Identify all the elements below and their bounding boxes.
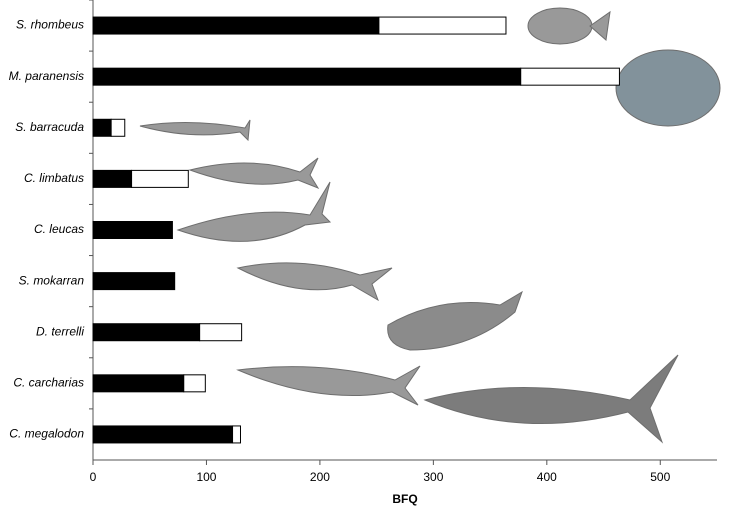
- bar-segment: [378, 16, 507, 35]
- y-tick-label: S. rhombeus: [16, 18, 84, 32]
- fish-illustration: [387, 290, 523, 351]
- y-tick-label: D. terrelli: [36, 324, 84, 338]
- fish-illustration: [423, 354, 679, 444]
- bar-segment: [92, 16, 380, 35]
- y-tick-label: S. barracuda: [15, 120, 84, 134]
- fish-illustration: [236, 365, 421, 406]
- x-tick-label: 0: [90, 470, 97, 484]
- y-tick-label: C. carcharias: [13, 376, 84, 390]
- x-tick-label: 300: [423, 470, 443, 484]
- fish-illustration: [527, 7, 593, 45]
- x-tick-label: 500: [650, 470, 670, 484]
- x-tick-label: 400: [537, 470, 557, 484]
- bar-segment: [92, 323, 201, 342]
- bar-segment: [92, 272, 176, 291]
- bar-segment: [92, 169, 133, 188]
- bar-segment: [110, 118, 126, 137]
- bar-segment: [232, 425, 241, 444]
- y-tick-label: S. mokarran: [19, 273, 85, 287]
- bar-segment: [131, 169, 189, 188]
- bar-segment: [92, 118, 112, 137]
- fish-illustration: [188, 157, 320, 190]
- bar-segment: [183, 374, 206, 393]
- bar-segment: [92, 67, 522, 86]
- fish-illustration: [589, 10, 611, 41]
- x-tick-label: 100: [196, 470, 216, 484]
- bar-segment: [92, 221, 173, 239]
- bar-segment: [92, 374, 185, 393]
- y-tick-label: C. leucas: [34, 222, 84, 236]
- fish-illustration: [615, 49, 721, 127]
- bar-segment: [92, 425, 234, 444]
- fish-illustrations: [139, 7, 721, 444]
- x-tick-label: 200: [310, 470, 330, 484]
- y-tick-label: C. megalodon: [9, 427, 84, 441]
- fish-illustration: [176, 181, 332, 242]
- x-axis-title: BFQ: [392, 492, 417, 506]
- bar-segment: [520, 67, 620, 86]
- fish-illustration: [139, 119, 251, 142]
- fish-illustration: [236, 262, 393, 302]
- y-tick-label: M. paranensis: [9, 69, 84, 83]
- bar-segment: [199, 323, 243, 342]
- y-tick-label: C. limbatus: [24, 171, 84, 185]
